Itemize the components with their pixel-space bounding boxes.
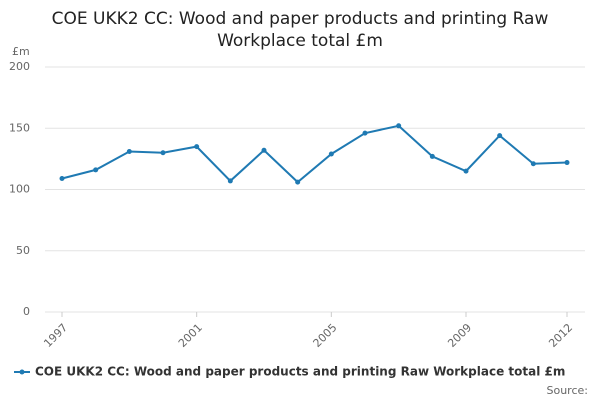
x-tick-label: 1997 [41, 321, 70, 350]
source: Source: [547, 384, 589, 397]
data-point [396, 123, 402, 129]
data-point [93, 167, 99, 173]
data-point [429, 153, 435, 159]
x-tick-label: 2005 [311, 321, 340, 350]
data-point [530, 161, 536, 167]
y-tick-label: 150 [9, 121, 30, 134]
data-point [295, 179, 301, 185]
data-point [564, 160, 570, 166]
data-point [328, 151, 334, 157]
data-point [463, 168, 469, 174]
legend-marker [19, 369, 25, 375]
y-tick-label: 100 [9, 183, 30, 196]
data-point [160, 150, 166, 156]
y-axis-label: £m [12, 45, 30, 58]
data-point [362, 130, 368, 136]
x-tick-label: 2001 [176, 321, 205, 350]
data-point [261, 147, 267, 153]
y-tick-label: 0 [23, 305, 30, 318]
y-tick-label: 200 [9, 60, 30, 73]
data-point [126, 149, 132, 155]
data-point [59, 175, 65, 181]
data-point [194, 144, 200, 150]
series-line [61, 124, 568, 184]
y-tick-label: 50 [16, 244, 30, 257]
x-tick-label: 2012 [546, 321, 575, 350]
data-point [497, 133, 503, 139]
legend-label: COE UKK2 CC: Wood and paper products and… [35, 365, 565, 379]
chart-title: COE UKK2 CC: Wood and paper products and… [51, 9, 549, 51]
data-point [227, 178, 233, 184]
x-tick-label: 2009 [445, 321, 474, 350]
